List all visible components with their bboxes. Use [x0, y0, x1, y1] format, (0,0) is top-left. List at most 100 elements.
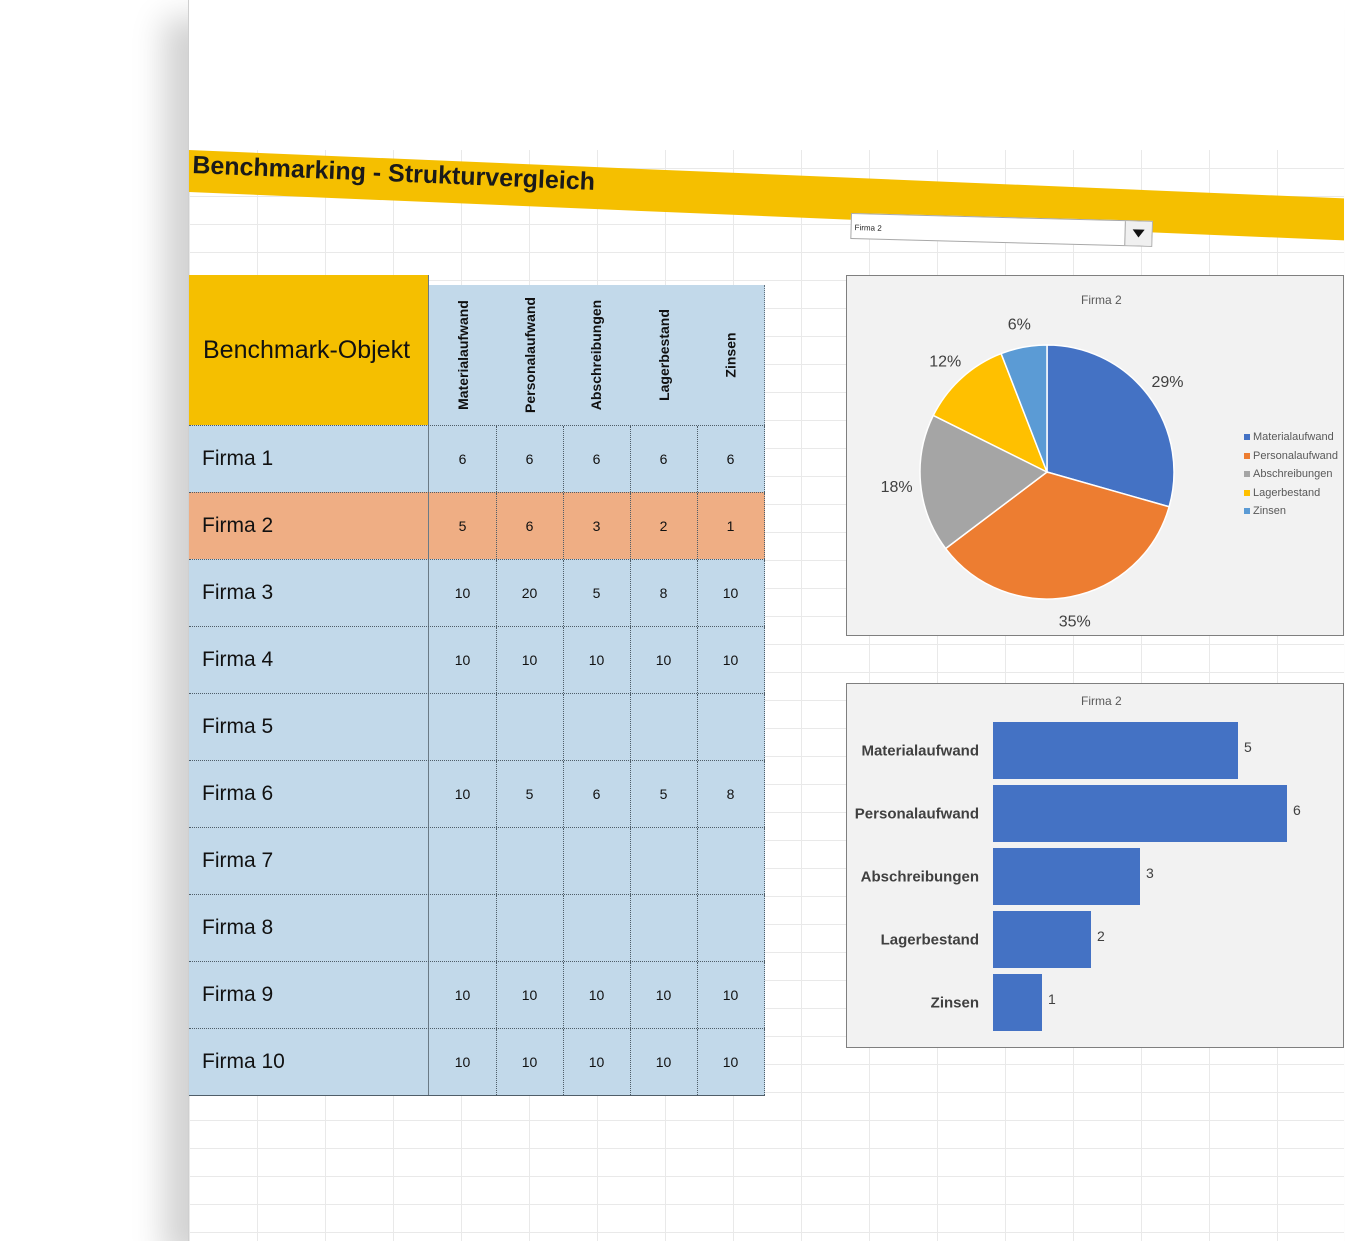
table-cell[interactable]: 6 [496, 426, 564, 492]
table-cell[interactable] [630, 895, 698, 961]
table-row[interactable]: Firma 7 [189, 827, 765, 894]
pie-slice-personalaufwand [944, 471, 1171, 600]
bar-category-label: Zinsen [931, 995, 979, 1012]
table-cell[interactable]: 6 [563, 426, 631, 492]
table-cell[interactable]: 10 [429, 560, 497, 626]
table-cell[interactable]: 10 [496, 627, 564, 693]
table-row[interactable]: Firma 9 10 10 10 10 10 [189, 961, 765, 1028]
table-cell[interactable] [697, 828, 765, 894]
bar-value-label: 3 [1146, 865, 1154, 881]
legend-label: Lagerbestand [1253, 486, 1321, 499]
column-header-label: Lagerbestand [655, 309, 672, 401]
table-row[interactable]: Firma 8 [189, 894, 765, 961]
pie-chart-title: Firma 2 [1081, 293, 1122, 307]
table-cell[interactable] [429, 828, 497, 894]
table-cell[interactable] [496, 895, 564, 961]
table-cell[interactable] [563, 828, 631, 894]
table-cell[interactable]: 6 [563, 761, 631, 827]
table-cell[interactable]: 10 [429, 962, 497, 1028]
pie-chart: Firma 2 29% 35% 18% 12% 6% Materialaufwand Pe… [846, 275, 1344, 636]
table-cell[interactable]: 10 [630, 1029, 698, 1095]
table-cell[interactable]: 10 [429, 761, 497, 827]
table-cell[interactable]: 10 [563, 627, 631, 693]
table-cell[interactable]: 8 [697, 761, 765, 827]
legend-swatch [1244, 471, 1250, 478]
row-label[interactable]: Firma 10 [189, 1029, 429, 1095]
table-row[interactable]: Firma 6 10 5 6 5 8 [189, 760, 765, 827]
row-label[interactable]: Firma 6 [189, 761, 429, 827]
table-cell[interactable] [563, 895, 631, 961]
table-cell[interactable]: 10 [563, 962, 631, 1028]
table-cell[interactable] [429, 694, 497, 760]
table-cell[interactable]: 10 [496, 962, 564, 1028]
bar-personalaufwand [993, 785, 1287, 842]
table-cell[interactable]: 10 [630, 627, 698, 693]
pie-slice-zinsen [1000, 344, 1048, 473]
row-label[interactable]: Firma 7 [189, 828, 429, 894]
table-cell[interactable]: 10 [429, 627, 497, 693]
table-cell[interactable] [496, 694, 564, 760]
column-header-materialaufwand: Materialaufwand [429, 285, 497, 425]
table-cell[interactable] [429, 895, 497, 961]
table-cell[interactable] [496, 828, 564, 894]
bar-chart-svg: Materialaufwand 5 Personalaufwand 6 Abschrei… [855, 722, 1301, 1031]
table-cell[interactable]: 6 [697, 426, 765, 492]
column-header-lagerbestand: Lagerbestand [630, 285, 698, 425]
row-label[interactable]: Firma 2 [189, 493, 429, 559]
table-row[interactable]: Firma 5 [189, 693, 765, 760]
table-cell[interactable]: 10 [429, 1029, 497, 1095]
table-row[interactable]: Firma 4 10 10 10 10 10 [189, 626, 765, 693]
table-cell[interactable]: 20 [496, 560, 564, 626]
table-cell[interactable]: 2 [630, 493, 698, 559]
column-header-abschreibungen: Abschreibungen [563, 285, 631, 425]
pie-slice-lagerbestand [932, 352, 1049, 474]
table-cell[interactable]: 6 [630, 426, 698, 492]
table-cell[interactable]: 10 [563, 1029, 631, 1095]
table-cell[interactable]: 10 [496, 1029, 564, 1095]
table-cell[interactable]: 1 [697, 493, 765, 559]
row-label[interactable]: Firma 5 [189, 694, 429, 760]
row-label[interactable]: Firma 4 [189, 627, 429, 693]
table-cell[interactable] [697, 694, 765, 760]
legend-label: Zinsen [1253, 505, 1287, 518]
table-cell[interactable]: 10 [697, 627, 765, 693]
bar-category-label: Materialaufwand [861, 743, 979, 760]
table-cell[interactable] [563, 694, 631, 760]
bar-category-label: Abschreibungen [861, 869, 979, 886]
dropdown-arrow-button[interactable] [1124, 221, 1152, 246]
row-label[interactable]: Firma 8 [189, 895, 429, 961]
table-cell[interactable]: 6 [429, 426, 497, 492]
bar-lagerbestand [993, 911, 1091, 968]
table-row[interactable]: Firma 10 10 10 10 10 10 [189, 1028, 765, 1095]
column-header-label: Abschreibungen [588, 299, 605, 411]
pie-legend: Materialaufwand Personalaufwand Abschreibu… [1244, 428, 1338, 521]
dropdown-selected-value: Firma 2 [854, 223, 882, 233]
table-cell[interactable] [697, 895, 765, 961]
legend-swatch [1244, 434, 1250, 441]
table-cell[interactable]: 8 [630, 560, 698, 626]
bar-zinsen [993, 974, 1042, 1031]
row-label[interactable]: Firma 9 [189, 962, 429, 1028]
legend-item: Lagerbestand [1244, 484, 1338, 503]
bar-chart: Firma 2 Materialaufwand 5 Personalaufwand 6… [846, 683, 1344, 1048]
table-cell[interactable]: 5 [429, 493, 497, 559]
pie-percent-label: 18% [881, 479, 913, 496]
table-cell[interactable]: 10 [697, 560, 765, 626]
row-label[interactable]: Firma 1 [189, 426, 429, 492]
table-cell[interactable]: 5 [563, 560, 631, 626]
table-row[interactable]: Firma 3 10 20 5 8 10 [189, 559, 765, 626]
table-cell[interactable] [630, 828, 698, 894]
table-cell[interactable]: 10 [697, 1029, 765, 1095]
table-cell[interactable]: 3 [563, 493, 631, 559]
legend-label: Materialaufwand [1253, 431, 1334, 444]
table-cell[interactable]: 6 [496, 493, 564, 559]
row-label[interactable]: Firma 3 [189, 560, 429, 626]
table-cell[interactable]: 10 [697, 962, 765, 1028]
table-cell[interactable]: 10 [630, 962, 698, 1028]
table-cell[interactable] [630, 694, 698, 760]
column-header-label: Zinsen [722, 332, 739, 378]
table-cell[interactable]: 5 [496, 761, 564, 827]
table-cell[interactable]: 5 [630, 761, 698, 827]
